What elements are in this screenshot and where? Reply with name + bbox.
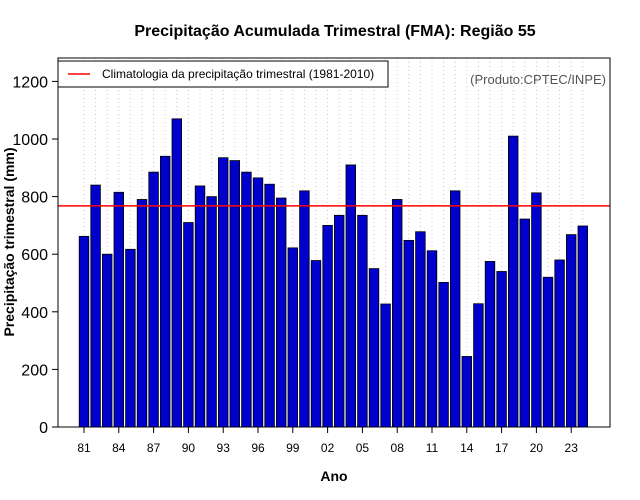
- bar-1985: [125, 248, 136, 428]
- bar-2007: [380, 303, 391, 428]
- bar-1993: [217, 157, 229, 428]
- bar-1995: [241, 171, 252, 428]
- y-axis: 0 200 400 600 800 1000 1200: [12, 74, 58, 437]
- bar-1984: [113, 191, 125, 428]
- bar-1989: [171, 118, 183, 428]
- bar-1990: [183, 222, 194, 428]
- bar-2006: [368, 268, 380, 428]
- bar-2017: [496, 271, 507, 428]
- bar-1986: [136, 199, 148, 428]
- x-tick-label: 23: [565, 441, 579, 455]
- x-tick-label: 84: [112, 441, 126, 455]
- bar-1988: [159, 155, 171, 428]
- x-axis: 81 84 87 90 93 96 99 02 05 08 11 14 17 20 23: [77, 427, 578, 455]
- x-tick-label: 02: [321, 441, 335, 455]
- bar-2010: [415, 231, 426, 428]
- legend: Climatologia da precipitação trimestral …: [57, 60, 389, 88]
- bar-2016: [484, 260, 496, 428]
- bar-2018: [507, 135, 519, 428]
- bar-2011: [426, 250, 438, 428]
- bar-1987: [148, 171, 159, 428]
- source-annotation: (Produto:CPTEC/INPE): [470, 72, 606, 87]
- x-axis-label: Ano: [320, 468, 347, 484]
- bar-2012: [438, 282, 449, 428]
- bar-2009: [403, 239, 415, 428]
- bars-layer: [78, 118, 589, 428]
- bar-2008: [391, 199, 403, 428]
- x-tick-label: 99: [286, 441, 300, 455]
- y-tick-label: 1200: [12, 74, 48, 91]
- bar-2021: [542, 276, 554, 428]
- x-tick-label: 81: [77, 441, 91, 455]
- bar-1997: [264, 183, 275, 428]
- bar-1982: [90, 184, 101, 428]
- bar-2001: [310, 260, 322, 428]
- bar-2004: [345, 164, 357, 428]
- bar-2019: [519, 218, 531, 428]
- bar-2015: [473, 303, 484, 428]
- bar-2013: [449, 190, 461, 428]
- x-tick-label: 08: [391, 441, 405, 455]
- grid-layer: [83, 58, 584, 427]
- bar-1994: [229, 160, 241, 428]
- bar-2002: [322, 224, 333, 428]
- bar-2022: [554, 259, 565, 428]
- legend-box: [57, 60, 389, 88]
- bar-1998: [275, 197, 287, 428]
- y-tick-label: 800: [21, 190, 48, 207]
- y-tick-label: 400: [21, 305, 48, 322]
- x-tick-label: 11: [426, 441, 439, 455]
- x-tick-label: 96: [251, 441, 265, 455]
- chart-title: Precipitação Acumulada Trimestral (FMA):…: [134, 23, 535, 40]
- bar-2023: [566, 234, 577, 428]
- y-tick-label: 200: [21, 362, 48, 379]
- bar-2000: [299, 190, 310, 428]
- bar-2020: [531, 192, 542, 428]
- x-tick-label: 93: [217, 441, 231, 455]
- legend-label-climatology: Climatologia da precipitação trimestral …: [102, 67, 374, 81]
- bar-1999: [287, 247, 299, 428]
- bar-2024: [577, 225, 589, 428]
- x-tick-label: 05: [356, 441, 370, 455]
- bar-2003: [333, 214, 345, 428]
- x-tick-label: 20: [530, 441, 544, 455]
- bar-1983: [102, 253, 113, 428]
- plot-frame: [57, 57, 611, 428]
- x-tick-label: 90: [182, 441, 196, 455]
- y-tick-label: 600: [21, 247, 48, 264]
- bar-1981: [78, 235, 90, 428]
- bar-2014: [461, 356, 473, 428]
- y-tick-label: 1000: [12, 132, 48, 149]
- y-tick-label: 0: [39, 420, 48, 437]
- bar-1996: [252, 177, 264, 428]
- bar-2005: [357, 214, 368, 428]
- x-tick-label: 87: [147, 441, 161, 455]
- x-tick-label: 14: [460, 441, 474, 455]
- bar-1992: [206, 196, 217, 428]
- y-axis-label: Precipitação trimestral (mm): [1, 147, 17, 336]
- bar-1991: [194, 185, 206, 428]
- x-tick-label: 17: [495, 441, 509, 455]
